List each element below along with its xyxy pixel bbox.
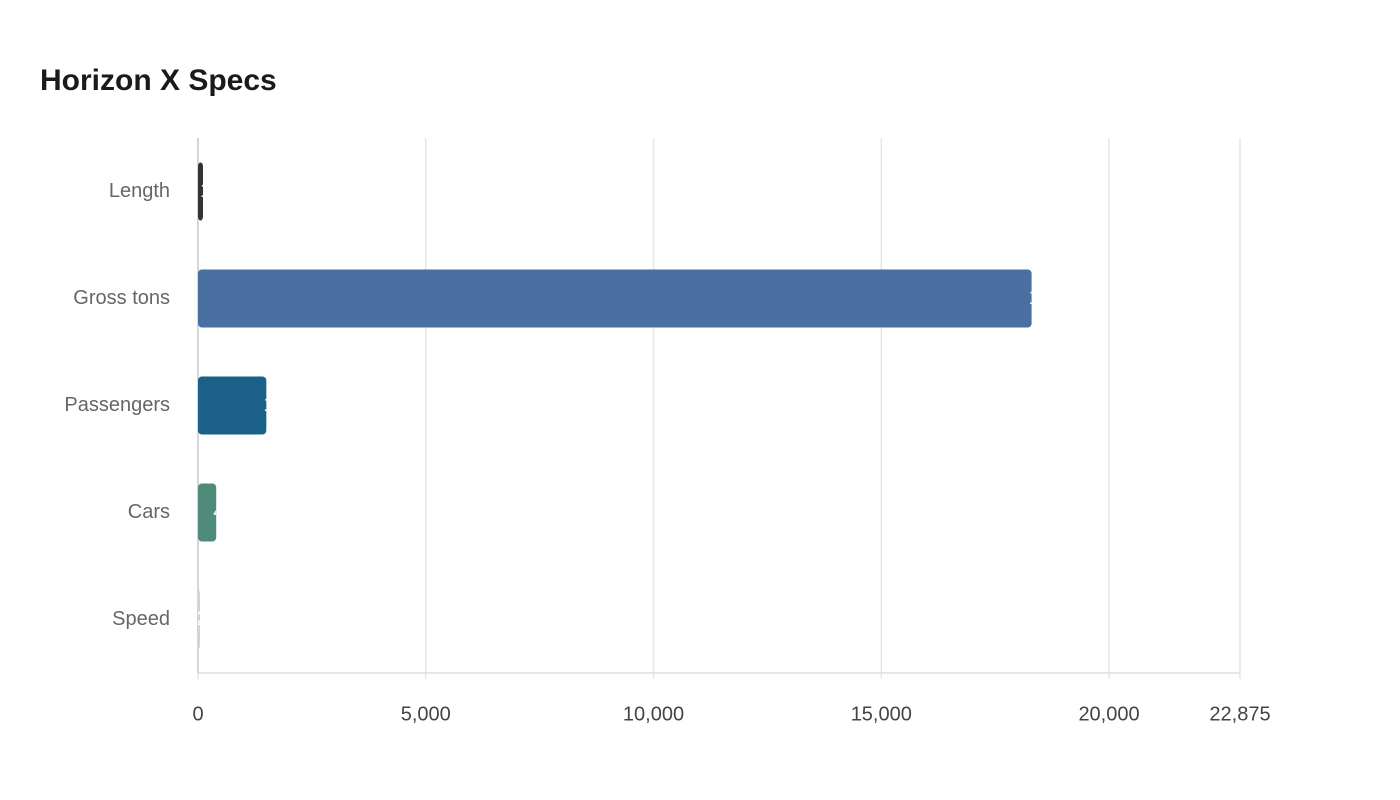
y-tick-label: Length bbox=[109, 180, 170, 202]
value-label: 400 bbox=[213, 501, 246, 523]
bar bbox=[198, 590, 200, 649]
x-tick-label: 10,000 bbox=[623, 703, 684, 725]
y-tick-label: Gross tons bbox=[73, 287, 170, 309]
value-label: 110 bbox=[200, 180, 232, 202]
x-tick-label: 22,875 bbox=[1209, 703, 1270, 725]
bar bbox=[198, 269, 1032, 328]
chart-title: Horizon X Specs bbox=[40, 64, 277, 97]
x-tick-label: 5,000 bbox=[401, 703, 451, 725]
y-tick-label: Passengers bbox=[64, 394, 170, 416]
bar bbox=[198, 483, 217, 542]
value-label: 22 bbox=[196, 608, 218, 630]
x-tick-label: 0 bbox=[192, 703, 203, 725]
y-tick-label: Cars bbox=[128, 501, 170, 523]
value-label: 18300 bbox=[1029, 287, 1085, 309]
y-tick-label: Speed bbox=[112, 608, 170, 630]
bar bbox=[198, 162, 204, 221]
x-tick-label: 20,000 bbox=[1078, 703, 1139, 725]
value-label: 1500 bbox=[263, 394, 308, 416]
x-tick-label: 15,000 bbox=[851, 703, 912, 725]
bar bbox=[198, 376, 267, 435]
